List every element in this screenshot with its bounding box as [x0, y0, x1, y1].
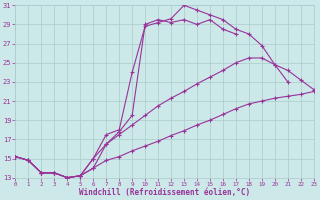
- X-axis label: Windchill (Refroidissement éolien,°C): Windchill (Refroidissement éolien,°C): [79, 188, 250, 197]
